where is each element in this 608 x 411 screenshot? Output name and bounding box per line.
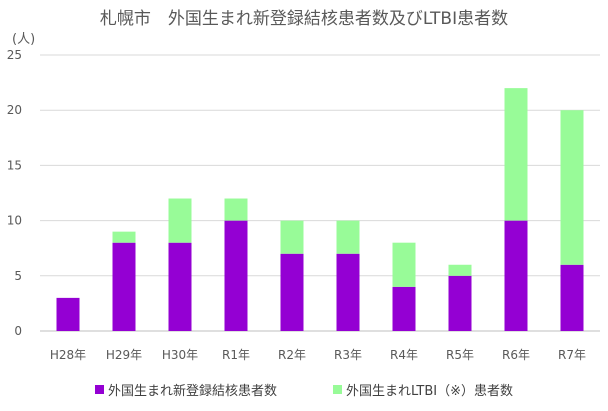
bar-tb: [168, 242, 192, 331]
y-tick-label: 20: [7, 103, 22, 117]
y-tick-label: 25: [7, 48, 22, 62]
bar-tb: [504, 220, 528, 331]
legend: 外国生まれ新登録結核患者数 外国生まれLTBI（※）患者数: [0, 380, 608, 399]
legend-swatch-ltbi: [332, 385, 342, 394]
x-tick-label: R3年: [334, 348, 362, 362]
bar-ltbi: [280, 220, 304, 254]
legend-label-ltbi: 外国生まれLTBI（※）患者数: [345, 384, 514, 399]
legend-item-ltbi: 外国生まれLTBI（※）患者数: [332, 380, 514, 399]
bar-tb: [336, 253, 360, 331]
y-tick-label: 15: [7, 158, 22, 172]
bar-ltbi: [112, 231, 136, 243]
bar-ltbi: [504, 88, 528, 221]
legend-swatch-tb: [94, 385, 104, 394]
bar-tb: [112, 242, 136, 331]
bar-tb: [56, 297, 80, 331]
bar-ltbi: [168, 198, 192, 243]
x-tick-label: H28年: [50, 348, 86, 362]
bar-tb: [560, 264, 584, 331]
legend-item-tb: 外国生まれ新登録結核患者数: [94, 380, 277, 399]
bar-ltbi: [224, 198, 248, 221]
bar-ltbi: [448, 264, 472, 276]
y-tick-label: 0: [14, 324, 22, 338]
bar-ltbi: [392, 242, 416, 287]
y-tick-label: 10: [7, 214, 22, 228]
chart-title: 札幌市 外国生まれ新登録結核患者数及びLTBI患者数: [99, 9, 509, 29]
bar-ltbi: [560, 110, 584, 265]
x-tick-label: R4年: [390, 348, 418, 362]
bar-tb: [280, 253, 304, 331]
x-tick-label: H29年: [106, 348, 142, 362]
bar-tb: [392, 286, 416, 331]
x-tick-label: R7年: [558, 348, 586, 362]
legend-label-tb: 外国生まれ新登録結核患者数: [107, 384, 277, 399]
bar-tb: [448, 275, 472, 331]
x-tick-label: R1年: [222, 348, 250, 362]
x-tick-label: R5年: [446, 348, 474, 362]
y-axis-unit-label: (人): [12, 32, 36, 47]
bar-ltbi: [336, 220, 360, 254]
x-tick-label: H30年: [162, 348, 198, 362]
y-tick-label: 5: [14, 269, 22, 283]
bar-tb: [224, 220, 248, 331]
x-tick-label: R6年: [502, 348, 530, 362]
x-tick-label: R2年: [278, 348, 306, 362]
